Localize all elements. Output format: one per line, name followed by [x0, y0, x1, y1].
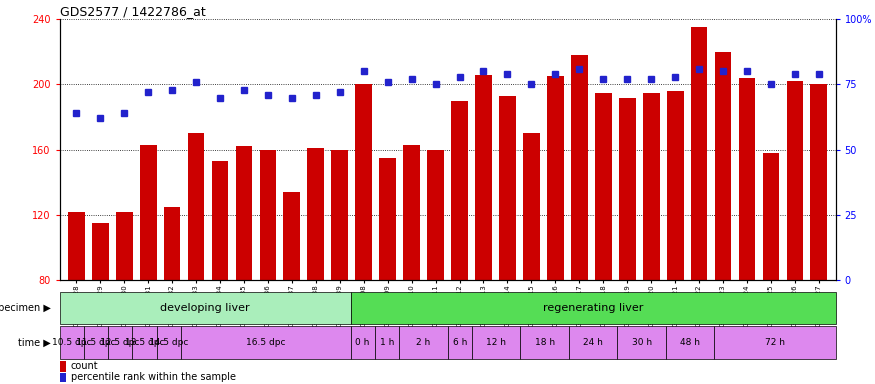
Bar	[452, 101, 468, 280]
Text: time ▶: time ▶	[18, 338, 51, 348]
Bar	[157, 326, 181, 359]
Bar	[619, 98, 635, 280]
Text: regenerating liver: regenerating liver	[542, 303, 643, 313]
Bar	[690, 27, 708, 280]
Text: 2 h: 2 h	[416, 338, 430, 347]
Text: 12 h: 12 h	[487, 338, 506, 347]
Bar	[523, 134, 540, 280]
Bar	[60, 292, 351, 324]
Bar	[351, 292, 836, 324]
Bar	[763, 153, 780, 280]
Bar	[181, 326, 351, 359]
Bar	[92, 223, 108, 280]
Bar	[374, 326, 399, 359]
Text: 10.5 dpc: 10.5 dpc	[52, 338, 91, 347]
Bar	[499, 96, 516, 280]
Bar	[284, 192, 300, 280]
Bar	[643, 93, 660, 280]
Text: 13.5 dpc: 13.5 dpc	[124, 338, 164, 347]
Bar	[164, 207, 180, 280]
Bar	[260, 150, 276, 280]
Text: 18 h: 18 h	[535, 338, 555, 347]
Text: percentile rank within the sample: percentile rank within the sample	[71, 372, 235, 382]
Text: 30 h: 30 h	[632, 338, 652, 347]
Text: 11.5 dpc: 11.5 dpc	[76, 338, 116, 347]
Text: 16.5 dpc: 16.5 dpc	[246, 338, 285, 347]
Bar	[68, 212, 85, 280]
Bar	[618, 326, 666, 359]
Bar	[60, 326, 84, 359]
Bar	[787, 81, 803, 280]
Text: 0 h: 0 h	[355, 338, 370, 347]
Bar	[212, 161, 228, 280]
Bar	[187, 134, 205, 280]
Bar	[307, 148, 325, 280]
Text: specimen ▶: specimen ▶	[0, 303, 51, 313]
Text: 72 h: 72 h	[765, 338, 785, 347]
Text: developing liver: developing liver	[160, 303, 250, 313]
Bar	[427, 150, 444, 280]
Bar	[595, 93, 612, 280]
Bar	[355, 84, 372, 280]
Text: 6 h: 6 h	[452, 338, 467, 347]
Bar	[738, 78, 755, 280]
Bar	[521, 326, 569, 359]
Text: 12.5 dpc: 12.5 dpc	[101, 338, 140, 347]
Bar	[714, 326, 836, 359]
Text: GDS2577 / 1422786_at: GDS2577 / 1422786_at	[60, 5, 206, 18]
Text: count: count	[71, 361, 98, 371]
Bar	[475, 75, 492, 280]
Bar	[235, 147, 252, 280]
Bar	[810, 84, 827, 280]
Bar	[332, 150, 348, 280]
Bar	[60, 361, 66, 372]
Bar	[60, 373, 66, 382]
Bar	[570, 55, 588, 280]
Bar	[379, 158, 396, 280]
Bar	[351, 326, 374, 359]
Bar	[666, 326, 714, 359]
Bar	[448, 326, 472, 359]
Bar	[715, 52, 732, 280]
Bar	[140, 145, 157, 280]
Text: 48 h: 48 h	[680, 338, 700, 347]
Bar	[132, 326, 157, 359]
Text: 14.5 dpc: 14.5 dpc	[149, 338, 188, 347]
Bar	[569, 326, 618, 359]
Bar	[547, 76, 564, 280]
Bar	[403, 145, 420, 280]
Bar	[472, 326, 521, 359]
Bar	[116, 212, 132, 280]
Bar	[84, 326, 108, 359]
Text: 24 h: 24 h	[583, 338, 603, 347]
Bar	[399, 326, 448, 359]
Text: 1 h: 1 h	[380, 338, 394, 347]
Bar	[108, 326, 132, 359]
Bar	[667, 91, 683, 280]
